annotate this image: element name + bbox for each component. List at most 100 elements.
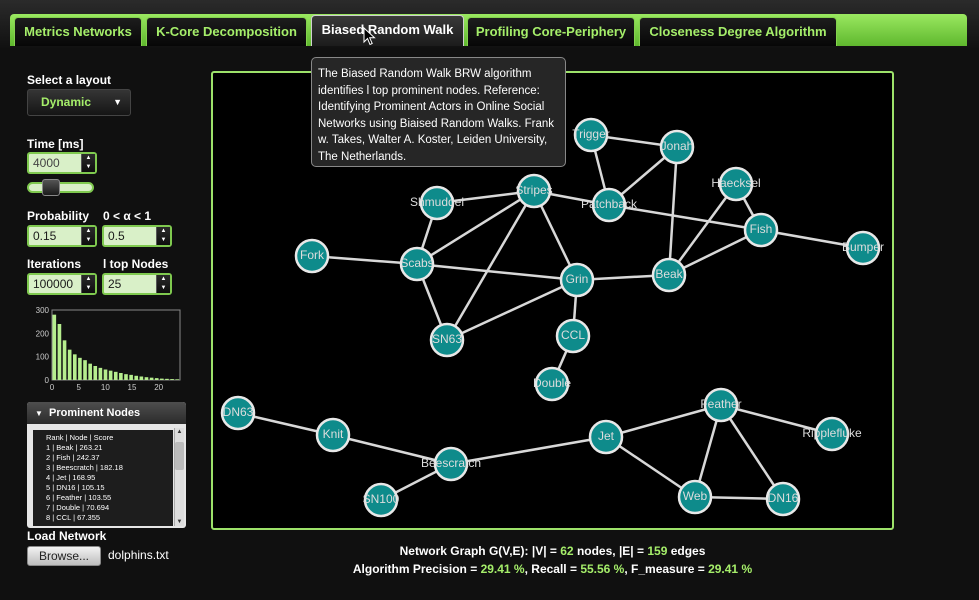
spin-up-icon[interactable]: ▲: [85, 228, 92, 234]
node-circle[interactable]: [363, 482, 399, 518]
node-circle[interactable]: [677, 479, 713, 515]
node-circle[interactable]: [703, 387, 739, 423]
graph-node-ccl[interactable]: CCL: [555, 318, 591, 354]
tab-profiling-core-periphery[interactable]: Profiling Core-Periphery: [467, 17, 635, 46]
tab-biased-random-walk[interactable]: Biased Random Walk: [311, 15, 464, 46]
list-item: 6 | Feather | 103.55: [46, 493, 112, 502]
graph-node-jonah[interactable]: Jonah: [659, 129, 695, 165]
graph-node-beescratch[interactable]: Beescratch: [421, 446, 481, 482]
node-circle[interactable]: [765, 481, 801, 517]
graph-node-patchback[interactable]: Patchback: [581, 187, 638, 223]
ltop-input[interactable]: 25 ▲ ▼: [102, 273, 172, 295]
node-circle[interactable]: [718, 166, 754, 202]
graph-node-web[interactable]: Web: [677, 479, 713, 515]
browse-button[interactable]: Browse...: [27, 546, 101, 566]
histogram-bar: [52, 314, 57, 380]
graph-node-scabs[interactable]: Scabs: [399, 246, 435, 282]
time-slider-thumb[interactable]: [42, 179, 60, 196]
alpha-input[interactable]: 0.5 ▲ ▼: [102, 225, 172, 247]
graph-node-fish[interactable]: Fish: [743, 212, 779, 248]
prominent-nodes-scrollbar[interactable]: ▲ ▼: [174, 428, 184, 526]
prominent-nodes-header[interactable]: ▼ Prominent Nodes: [27, 402, 186, 424]
node-circle[interactable]: [588, 419, 624, 455]
node-circle[interactable]: [433, 446, 469, 482]
node-circle[interactable]: [659, 129, 695, 165]
network-graph[interactable]: Trigger Jonah Haecksel Shmuddel Stripes Patch…: [211, 71, 894, 530]
histogram-bar: [119, 373, 123, 380]
histogram-bar: [72, 354, 77, 380]
tab-closeness-degree-algorithm[interactable]: Closeness Degree Algorithm: [639, 17, 837, 46]
node-circle[interactable]: [559, 262, 595, 298]
iterations-spinner-buttons[interactable]: ▲ ▼: [81, 275, 95, 293]
node-circle[interactable]: [399, 246, 435, 282]
algorithm-stats: Algorithm Precision = 29.41 %, Recall = …: [211, 562, 894, 576]
node-circle[interactable]: [845, 230, 881, 266]
graph-node-knit[interactable]: Knit: [315, 417, 351, 453]
graph-edge: [311, 254, 418, 266]
spin-down-icon[interactable]: ▼: [160, 237, 167, 243]
scroll-down-icon[interactable]: ▼: [176, 519, 183, 525]
node-circle[interactable]: [419, 185, 455, 221]
graph-node-jet[interactable]: Jet: [588, 419, 624, 455]
algorithm-tooltip: The Biased Random Walk BRW algorithm ide…: [311, 57, 566, 167]
probability-input[interactable]: 0.15 ▲ ▼: [27, 225, 97, 247]
graph-node-beak[interactable]: Beak: [651, 257, 687, 293]
graph-edge: [667, 146, 679, 276]
mouse-cursor-icon: [363, 27, 376, 46]
spin-up-icon[interactable]: ▲: [85, 155, 92, 161]
graph-node-sn100[interactable]: SN100: [363, 482, 400, 518]
graph-node-feather[interactable]: Feather: [700, 387, 742, 423]
graph-node-bumper[interactable]: Bumper: [842, 230, 884, 266]
node-circle[interactable]: [516, 173, 552, 209]
time-input[interactable]: 4000 ▲ ▼: [27, 152, 97, 174]
graph-edge: [605, 403, 722, 439]
scroll-up-icon[interactable]: ▲: [176, 429, 183, 435]
graph-node-double[interactable]: Double: [533, 366, 571, 402]
ltop-spinner-buttons[interactable]: ▲ ▼: [156, 275, 170, 293]
node-circle[interactable]: [315, 417, 351, 453]
spin-down-icon[interactable]: ▼: [85, 285, 92, 291]
tab-metrics-networks[interactable]: Metrics Networks: [14, 17, 142, 46]
probability-value: 0.15: [33, 229, 57, 243]
node-circle[interactable]: [573, 117, 609, 153]
node-circle[interactable]: [814, 416, 850, 452]
node-circle[interactable]: [651, 257, 687, 293]
graph-node-sn63[interactable]: SN63: [429, 322, 465, 358]
node-circle[interactable]: [294, 238, 330, 274]
selected-filename: dolphins.txt: [108, 548, 169, 562]
node-circle[interactable]: [220, 395, 256, 431]
graph-node-haecksel[interactable]: Haecksel: [711, 166, 761, 202]
graph-node-stripes[interactable]: Stripes: [515, 173, 553, 209]
tab-k-core-decomposition[interactable]: K-Core Decomposition: [146, 17, 307, 46]
graph-node-shmuddel[interactable]: Shmuddel: [410, 185, 464, 221]
alpha-spinner-buttons[interactable]: ▲ ▼: [156, 227, 170, 245]
layout-select[interactable]: Dynamic ▼: [27, 89, 131, 116]
graph-node-grin[interactable]: Grin: [559, 262, 595, 298]
spin-down-icon[interactable]: ▼: [85, 237, 92, 243]
probability-spinner-buttons[interactable]: ▲ ▼: [81, 227, 95, 245]
node-circle[interactable]: [429, 322, 465, 358]
scrollbar-thumb[interactable]: [175, 442, 184, 470]
spin-down-icon[interactable]: ▼: [160, 285, 167, 291]
graph-node-dn63[interactable]: DN63: [220, 395, 256, 431]
iterations-input[interactable]: 100000 ▲ ▼: [27, 273, 97, 295]
spin-up-icon[interactable]: ▲: [160, 228, 167, 234]
node-circle[interactable]: [534, 366, 570, 402]
alpha-value: 0.5: [108, 229, 125, 243]
graph-node-trigger[interactable]: Trigger: [572, 117, 610, 153]
graph-node-ripplefluke[interactable]: Ripplefluke: [802, 416, 862, 452]
histogram-bar: [83, 360, 87, 380]
spin-up-icon[interactable]: ▲: [85, 276, 92, 282]
time-slider-track[interactable]: [27, 182, 94, 193]
node-circle[interactable]: [743, 212, 779, 248]
graph-node-dn16[interactable]: DN16: [765, 481, 801, 517]
node-circle[interactable]: [591, 187, 627, 223]
spin-up-icon[interactable]: ▲: [160, 276, 167, 282]
graph-node-fork[interactable]: Fork: [294, 238, 330, 274]
time-spinner-buttons[interactable]: ▲ ▼: [81, 154, 95, 172]
spin-down-icon[interactable]: ▼: [85, 164, 92, 170]
node-circle[interactable]: [555, 318, 591, 354]
list-item: 4 | Jet | 168.95: [46, 473, 96, 482]
time-label: Time [ms]: [27, 137, 84, 151]
prominent-nodes-list: Rank | Node | Score 1 | Beak | 263.21 2 …: [33, 430, 173, 526]
